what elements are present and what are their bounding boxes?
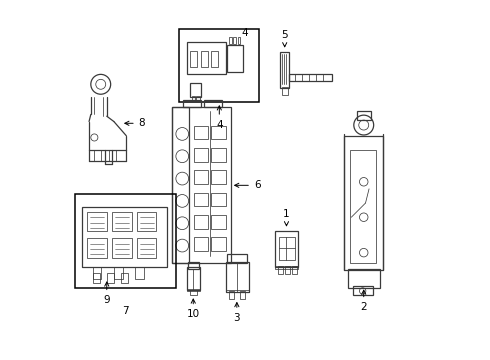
Bar [112,212,132,231]
Bar [211,170,225,184]
Bar [275,231,298,267]
Bar [238,37,241,44]
Text: 9: 9 [103,282,110,305]
Bar [187,289,200,291]
Bar [279,237,294,260]
Bar [190,289,197,295]
Bar [194,215,208,229]
Text: 5: 5 [281,30,288,47]
Text: 8: 8 [125,118,146,128]
Bar [201,51,208,67]
Bar [183,100,201,107]
Bar [233,37,236,44]
Bar [75,194,176,288]
Bar [121,273,128,283]
Bar [82,207,167,267]
Bar [192,96,196,100]
Bar [211,51,219,67]
Text: 10: 10 [187,299,200,319]
Bar [275,266,298,269]
Bar [107,273,114,283]
Bar [280,53,289,88]
Bar [211,193,225,206]
Bar [229,37,232,44]
Bar [87,212,107,231]
Bar [194,170,208,184]
Bar [211,238,225,251]
Bar [135,267,144,279]
Bar [229,291,234,299]
Bar [93,267,101,279]
Bar [179,30,259,102]
Bar [292,266,297,274]
Bar [190,51,197,67]
Bar [282,87,288,95]
Bar [227,255,247,263]
Bar [187,267,200,290]
Bar [137,212,156,231]
Bar [114,267,122,279]
Bar [289,75,332,81]
Bar [93,273,99,283]
Bar [227,45,243,72]
Bar [194,193,208,206]
Bar [172,107,189,263]
Bar [172,107,231,263]
Bar [137,238,156,258]
Text: 2: 2 [361,290,367,312]
Bar [348,269,380,288]
Bar [188,261,198,269]
Bar [87,238,107,258]
Text: 1: 1 [283,209,290,226]
Bar [204,100,222,107]
Bar [211,215,225,229]
Bar [194,148,208,162]
Text: 4: 4 [216,106,222,130]
Bar [357,111,371,120]
Bar [349,150,376,263]
Bar [211,126,225,139]
Bar [196,96,200,100]
Bar [190,82,201,97]
Bar [211,148,225,162]
Text: 7: 7 [122,306,129,316]
Text: 4: 4 [242,28,248,38]
Text: 3: 3 [234,303,240,323]
Text: 6: 6 [235,180,261,190]
Bar [194,238,208,251]
Bar [353,286,372,295]
Bar [112,238,132,258]
Bar [285,266,290,274]
Bar [225,261,248,292]
Bar [225,290,248,292]
Bar [344,136,383,270]
Bar [240,291,245,299]
Bar [278,266,283,274]
Bar [194,126,208,139]
Bar [187,42,225,74]
